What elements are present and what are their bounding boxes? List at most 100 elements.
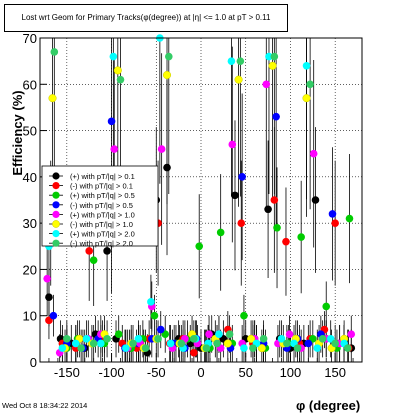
x-tick-label: -100 bbox=[99, 365, 125, 380]
legend-label: (-) with pT/|q| > 2.0 bbox=[70, 239, 133, 248]
data-point bbox=[45, 293, 53, 302]
x-tick-label: 0 bbox=[197, 365, 204, 380]
data-point bbox=[347, 330, 356, 339]
legend-label: (+) with pT/|q| > 0.5 bbox=[70, 191, 135, 200]
data-point bbox=[302, 61, 311, 70]
data-point bbox=[154, 335, 162, 343]
data-point bbox=[328, 210, 337, 218]
x-tick-label: 50 bbox=[238, 365, 252, 380]
data-point bbox=[272, 112, 280, 121]
data-point bbox=[195, 242, 204, 251]
legend-marker bbox=[52, 210, 60, 218]
data-points bbox=[43, 34, 356, 357]
data-point bbox=[227, 57, 236, 65]
legend: (+) with pT/|q| > 0.1(-) with pT/|q| > 0… bbox=[41, 165, 159, 248]
y-tick-label: 10 bbox=[23, 309, 37, 324]
legend-label: (-) with pT/|q| > 0.1 bbox=[70, 182, 133, 191]
x-tick-label: 100 bbox=[280, 365, 302, 380]
data-point bbox=[71, 339, 80, 348]
data-point bbox=[228, 140, 237, 149]
legend-marker bbox=[52, 230, 60, 238]
y-tick-label: 50 bbox=[23, 124, 37, 139]
y-tick-label: 40 bbox=[23, 170, 37, 185]
data-point bbox=[215, 330, 223, 339]
legend-marker bbox=[52, 182, 60, 190]
data-point bbox=[262, 80, 271, 89]
data-point bbox=[107, 117, 116, 126]
data-point bbox=[50, 48, 59, 56]
data-point bbox=[163, 163, 171, 172]
data-point bbox=[43, 274, 51, 283]
data-point bbox=[113, 66, 122, 75]
data-point bbox=[322, 302, 331, 311]
legend-label: (+) with pT/|q| > 2.0 bbox=[70, 230, 135, 239]
data-point bbox=[234, 75, 243, 84]
y-tick-label: 20 bbox=[23, 262, 37, 277]
data-point bbox=[223, 339, 232, 348]
y-tick-label: 30 bbox=[23, 216, 37, 231]
data-point bbox=[190, 348, 198, 357]
x-tick-label: 150 bbox=[324, 365, 346, 380]
y-tick-label: 0 bbox=[30, 355, 37, 370]
data-point bbox=[177, 339, 186, 348]
data-point bbox=[162, 70, 172, 80]
data-point bbox=[97, 339, 105, 348]
data-point bbox=[116, 75, 125, 84]
data-point bbox=[268, 61, 277, 70]
data-point bbox=[236, 57, 245, 65]
data-point bbox=[293, 344, 302, 352]
data-point bbox=[283, 339, 291, 348]
data-point bbox=[304, 339, 313, 348]
data-point bbox=[238, 173, 246, 181]
data-point bbox=[122, 344, 130, 352]
data-point bbox=[247, 334, 256, 343]
data-point bbox=[240, 344, 248, 352]
data-point bbox=[150, 311, 159, 320]
data-point bbox=[270, 52, 279, 61]
data-point bbox=[249, 344, 257, 352]
data-point bbox=[309, 149, 318, 158]
data-point bbox=[205, 330, 213, 339]
data-point bbox=[231, 191, 239, 200]
legend-box bbox=[41, 165, 159, 247]
data-point bbox=[273, 223, 281, 232]
data-point bbox=[302, 94, 311, 103]
data-point bbox=[103, 247, 111, 255]
data-point bbox=[103, 335, 111, 343]
data-point bbox=[82, 335, 91, 343]
legend-marker bbox=[52, 172, 60, 180]
data-point bbox=[129, 339, 137, 348]
x-axis-label: φ (degree) bbox=[296, 398, 361, 413]
data-point bbox=[77, 344, 85, 352]
legend-marker bbox=[52, 220, 60, 228]
data-point bbox=[213, 339, 221, 348]
data-point bbox=[277, 335, 286, 343]
data-point bbox=[114, 330, 123, 339]
data-point bbox=[110, 145, 119, 153]
data-point bbox=[257, 344, 266, 353]
data-point bbox=[265, 52, 273, 61]
data-point bbox=[285, 330, 294, 339]
data-point bbox=[311, 196, 320, 204]
legend-marker bbox=[52, 191, 60, 199]
data-point bbox=[343, 344, 352, 352]
data-point bbox=[237, 219, 246, 227]
data-point bbox=[331, 219, 339, 227]
y-tick-label: 60 bbox=[23, 77, 37, 92]
data-point bbox=[306, 80, 314, 89]
data-point bbox=[345, 214, 354, 223]
chart-title: Lost wrt Geom for Primary Tracks(φ(degre… bbox=[4, 4, 288, 32]
data-point bbox=[109, 52, 118, 61]
data-point bbox=[134, 335, 143, 343]
data-point bbox=[216, 228, 225, 237]
data-point bbox=[240, 311, 248, 320]
data-point bbox=[165, 52, 173, 61]
data-point bbox=[282, 237, 290, 246]
data-point bbox=[190, 335, 198, 343]
data-point bbox=[331, 339, 339, 348]
data-point bbox=[157, 145, 166, 153]
data-point bbox=[313, 344, 322, 352]
x-tick-label: -50 bbox=[147, 365, 166, 380]
data-point bbox=[297, 233, 305, 241]
